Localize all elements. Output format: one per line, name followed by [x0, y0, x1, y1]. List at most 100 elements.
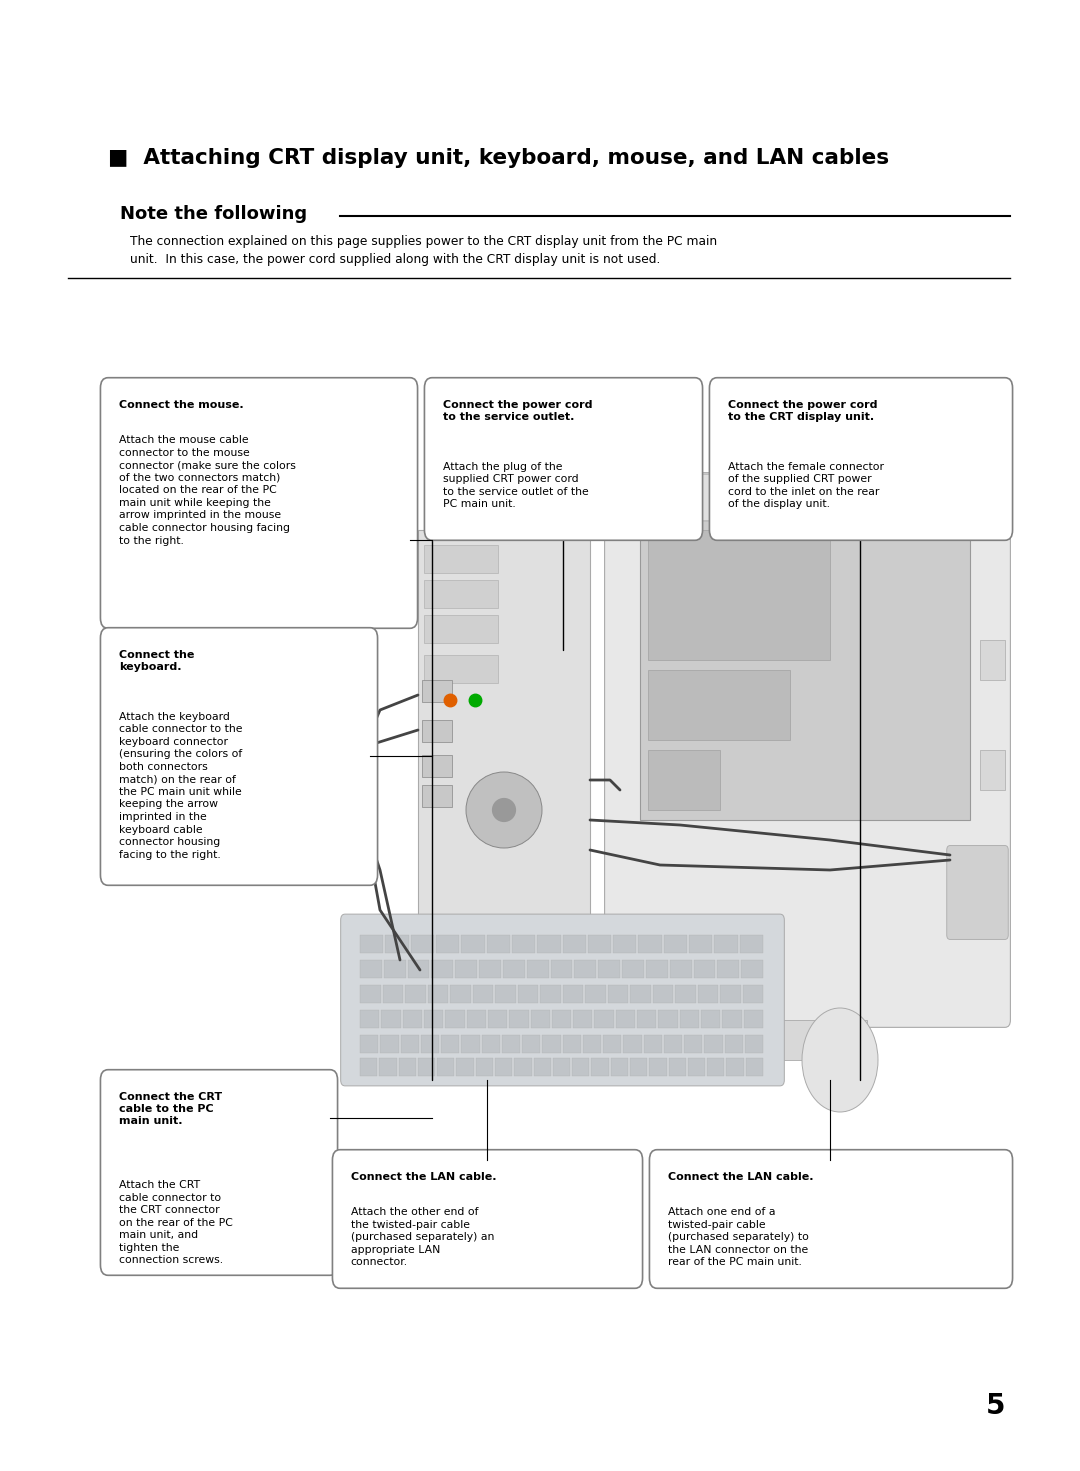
FancyBboxPatch shape — [422, 719, 453, 741]
FancyBboxPatch shape — [575, 961, 596, 978]
Text: Attach the plug of the
supplied CRT power cord
to the service outlet of the
PC m: Attach the plug of the supplied CRT powe… — [443, 462, 589, 509]
FancyBboxPatch shape — [382, 986, 403, 1003]
FancyBboxPatch shape — [616, 1011, 635, 1028]
FancyBboxPatch shape — [445, 1011, 464, 1028]
FancyBboxPatch shape — [648, 669, 789, 740]
Text: Attach the mouse cable
connector to the mouse
connector (make sure the colors
of: Attach the mouse cable connector to the … — [119, 435, 296, 546]
FancyBboxPatch shape — [527, 961, 549, 978]
FancyBboxPatch shape — [553, 1058, 570, 1075]
FancyBboxPatch shape — [537, 936, 561, 953]
Ellipse shape — [802, 1008, 878, 1112]
FancyBboxPatch shape — [410, 936, 434, 953]
FancyBboxPatch shape — [461, 1036, 480, 1053]
FancyBboxPatch shape — [509, 1011, 528, 1028]
FancyBboxPatch shape — [424, 615, 498, 643]
FancyBboxPatch shape — [457, 1058, 474, 1075]
FancyBboxPatch shape — [745, 1036, 762, 1053]
FancyBboxPatch shape — [725, 1036, 743, 1053]
Text: Attach the other end of
the twisted-pair cable
(purchased separately) an
appropr: Attach the other end of the twisted-pair… — [351, 1208, 495, 1268]
FancyBboxPatch shape — [360, 1058, 377, 1075]
FancyBboxPatch shape — [585, 986, 606, 1003]
FancyBboxPatch shape — [563, 936, 585, 953]
FancyBboxPatch shape — [380, 1036, 399, 1053]
Text: The connection explained on this page supplies power to the CRT display unit fro: The connection explained on this page su… — [130, 235, 717, 266]
FancyBboxPatch shape — [542, 1036, 561, 1053]
FancyBboxPatch shape — [980, 750, 1005, 790]
FancyBboxPatch shape — [381, 1011, 401, 1028]
FancyBboxPatch shape — [572, 1058, 590, 1075]
FancyBboxPatch shape — [386, 936, 408, 953]
FancyBboxPatch shape — [360, 1036, 378, 1053]
FancyBboxPatch shape — [610, 1058, 627, 1075]
FancyBboxPatch shape — [421, 1036, 438, 1053]
FancyBboxPatch shape — [432, 961, 454, 978]
FancyBboxPatch shape — [563, 1036, 581, 1053]
FancyBboxPatch shape — [540, 986, 561, 1003]
FancyBboxPatch shape — [670, 961, 691, 978]
Text: 5: 5 — [986, 1392, 1005, 1420]
Text: Attach the female connector
of the supplied CRT power
cord to the inlet on the r: Attach the female connector of the suppl… — [728, 462, 883, 509]
FancyBboxPatch shape — [450, 986, 471, 1003]
FancyBboxPatch shape — [530, 1011, 550, 1028]
FancyBboxPatch shape — [613, 936, 636, 953]
FancyBboxPatch shape — [630, 986, 650, 1003]
Text: Attach the CRT
cable connector to
the CRT connector
on the rear of the PC
main u: Attach the CRT cable connector to the CR… — [119, 1180, 232, 1265]
FancyBboxPatch shape — [488, 1011, 508, 1028]
FancyBboxPatch shape — [723, 1011, 742, 1028]
FancyBboxPatch shape — [646, 474, 824, 521]
FancyBboxPatch shape — [456, 961, 477, 978]
FancyBboxPatch shape — [514, 1058, 531, 1075]
FancyBboxPatch shape — [710, 378, 1013, 540]
FancyBboxPatch shape — [424, 378, 703, 540]
FancyBboxPatch shape — [594, 1011, 613, 1028]
FancyBboxPatch shape — [679, 1011, 699, 1028]
FancyBboxPatch shape — [551, 961, 572, 978]
FancyBboxPatch shape — [640, 510, 970, 819]
Text: Connect the CRT
cable to the PC
main unit.: Connect the CRT cable to the PC main uni… — [119, 1091, 221, 1125]
FancyBboxPatch shape — [487, 936, 510, 953]
FancyBboxPatch shape — [684, 1036, 702, 1053]
FancyBboxPatch shape — [669, 1058, 686, 1075]
FancyBboxPatch shape — [403, 1011, 422, 1028]
FancyBboxPatch shape — [503, 961, 525, 978]
FancyBboxPatch shape — [659, 1011, 678, 1028]
FancyBboxPatch shape — [588, 936, 611, 953]
FancyBboxPatch shape — [495, 1058, 512, 1075]
FancyBboxPatch shape — [563, 986, 583, 1003]
FancyBboxPatch shape — [437, 1058, 455, 1075]
FancyBboxPatch shape — [333, 1150, 643, 1289]
FancyBboxPatch shape — [648, 750, 720, 811]
FancyBboxPatch shape — [573, 1011, 593, 1028]
FancyBboxPatch shape — [603, 1036, 621, 1053]
FancyBboxPatch shape — [598, 961, 620, 978]
FancyBboxPatch shape — [467, 1011, 486, 1028]
FancyBboxPatch shape — [428, 986, 448, 1003]
FancyBboxPatch shape — [592, 1058, 609, 1075]
FancyBboxPatch shape — [407, 961, 430, 978]
Text: Attach the keyboard
cable connector to the
keyboard connector
(ensuring the colo: Attach the keyboard cable connector to t… — [119, 712, 242, 859]
FancyBboxPatch shape — [744, 1011, 762, 1028]
FancyBboxPatch shape — [360, 1011, 379, 1028]
FancyBboxPatch shape — [517, 986, 538, 1003]
Text: Connect the power cord
to the CRT display unit.: Connect the power cord to the CRT displa… — [728, 400, 877, 422]
FancyBboxPatch shape — [379, 1058, 396, 1075]
FancyBboxPatch shape — [720, 986, 741, 1003]
FancyBboxPatch shape — [947, 846, 1009, 940]
Text: Connect the LAN cable.: Connect the LAN cable. — [667, 1172, 813, 1181]
FancyBboxPatch shape — [649, 1058, 666, 1075]
FancyBboxPatch shape — [605, 472, 1011, 1027]
FancyBboxPatch shape — [436, 936, 459, 953]
Text: Connect the mouse.: Connect the mouse. — [119, 400, 243, 410]
FancyBboxPatch shape — [422, 786, 453, 808]
FancyBboxPatch shape — [623, 1036, 642, 1053]
FancyBboxPatch shape — [100, 628, 378, 886]
Ellipse shape — [492, 799, 515, 821]
FancyBboxPatch shape — [360, 961, 382, 978]
FancyBboxPatch shape — [405, 986, 426, 1003]
FancyBboxPatch shape — [475, 1058, 492, 1075]
FancyBboxPatch shape — [583, 1036, 600, 1053]
FancyBboxPatch shape — [644, 1036, 662, 1053]
FancyBboxPatch shape — [630, 1058, 647, 1075]
Ellipse shape — [465, 772, 542, 847]
FancyBboxPatch shape — [552, 1011, 571, 1028]
